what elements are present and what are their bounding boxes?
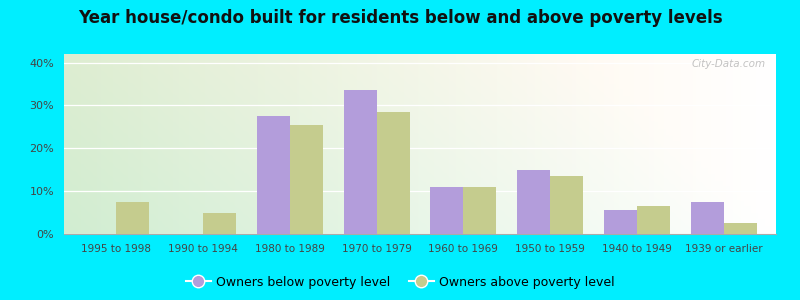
Bar: [518, 170, 550, 234]
Bar: [691, 202, 724, 234]
Bar: [463, 187, 497, 234]
Bar: [343, 90, 377, 234]
Text: City-Data.com: City-Data.com: [691, 59, 766, 69]
Bar: [550, 176, 583, 234]
Bar: [430, 187, 463, 234]
Bar: [203, 213, 236, 234]
Bar: [377, 112, 410, 234]
Text: Year house/condo built for residents below and above poverty levels: Year house/condo built for residents bel…: [78, 9, 722, 27]
Bar: [257, 116, 290, 234]
Bar: [724, 223, 757, 234]
Bar: [604, 210, 637, 234]
Bar: [116, 202, 149, 234]
Bar: [290, 125, 322, 234]
Legend: Owners below poverty level, Owners above poverty level: Owners below poverty level, Owners above…: [181, 271, 619, 294]
Bar: [637, 206, 670, 234]
